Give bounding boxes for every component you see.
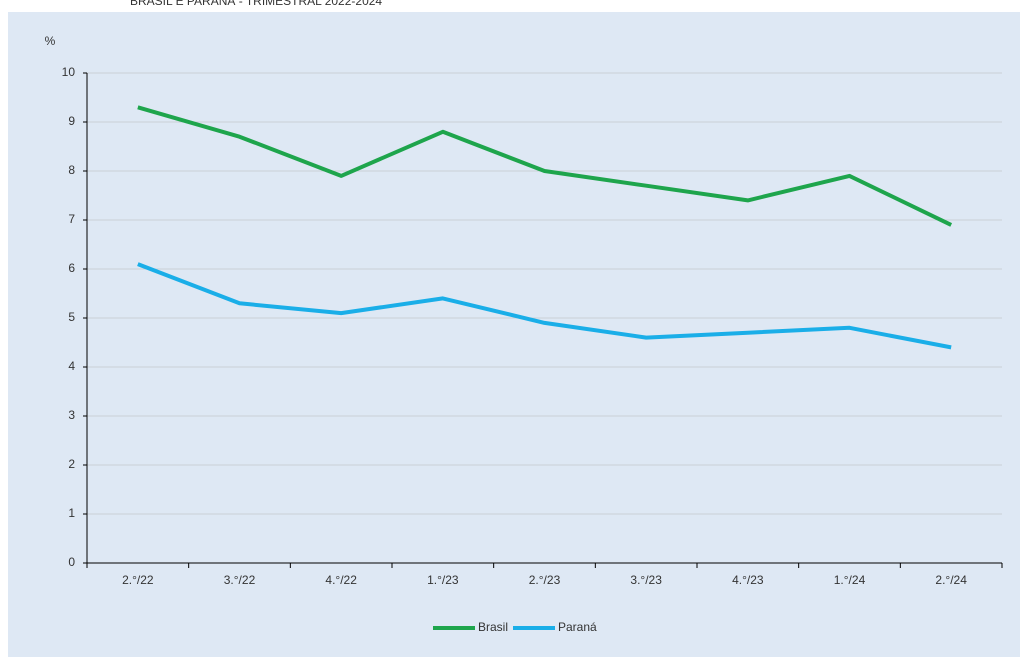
x-tick-label: 4.°/23 [732, 573, 764, 587]
legend-label: Brasil [478, 620, 508, 634]
y-tick-label: 3 [68, 408, 75, 422]
y-tick-label: 4 [68, 359, 75, 373]
x-tick-label: 1.°/24 [834, 573, 866, 587]
y-tick-label: 2 [68, 457, 75, 471]
y-tick-label: 0 [68, 555, 75, 569]
series-line [137, 105, 953, 227]
chart-title: BRASIL E PARANÁ - TRIMESTRAL 2022-2024 [130, 0, 382, 8]
chart-panel [8, 12, 1020, 657]
y-tick-label: 1 [68, 506, 75, 520]
y-tick-label: 6 [68, 261, 75, 275]
y-tick-label: 9 [68, 114, 75, 128]
y-tick-label: 7 [68, 212, 75, 226]
x-tick-label: 2.°/24 [935, 573, 967, 587]
x-tick-label: 2.°/22 [122, 573, 154, 587]
x-tick-label: 4.°/22 [325, 573, 357, 587]
y-axis-label: % [45, 34, 56, 48]
series-line [137, 262, 952, 350]
x-tick-label: 3.°/23 [630, 573, 662, 587]
y-tick-label: 8 [68, 163, 75, 177]
y-tick-label: 10 [62, 65, 76, 79]
x-tick-label: 1.°/23 [427, 573, 459, 587]
y-tick-label: 5 [68, 310, 75, 324]
x-tick-label: 3.°/22 [224, 573, 256, 587]
legend-label: Paraná [558, 620, 597, 634]
x-tick-label: 2.°/23 [529, 573, 561, 587]
